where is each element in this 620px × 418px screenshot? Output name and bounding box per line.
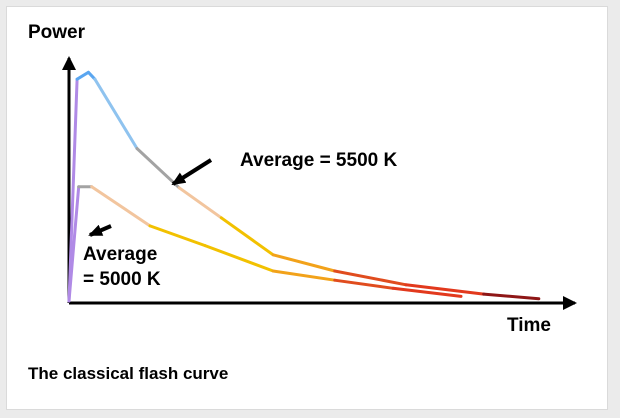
annotation-5000k-line1: Average <box>83 244 157 265</box>
series-1-segment <box>219 216 275 257</box>
series-2-segment <box>90 185 152 228</box>
series-2-segment <box>67 185 81 303</box>
series-1-segment <box>177 186 223 220</box>
series-2-line <box>67 185 463 303</box>
series-2-segment <box>391 286 463 298</box>
series-1-segment <box>86 70 97 81</box>
series-2-segment <box>333 278 395 290</box>
series-1-segment <box>67 77 79 303</box>
series-1-segment <box>333 269 408 287</box>
series-2-segment <box>271 269 337 282</box>
annotation-5500k-label: Average = 5500 K <box>240 150 397 171</box>
series-2-segment <box>148 224 207 248</box>
series-1-segment <box>93 77 139 150</box>
series-1-segment <box>404 283 486 296</box>
series-1-line <box>67 70 541 303</box>
annotation-5000k: Average = 5000 K <box>83 224 161 290</box>
annotation-5500k-arrow <box>171 158 213 186</box>
series-1-segment <box>482 292 541 301</box>
chart-panel <box>6 6 608 410</box>
series-layer <box>67 70 541 303</box>
annotation-5000k-line2: = 5000 K <box>83 269 161 290</box>
figure-caption: The classical flash curve <box>28 364 229 383</box>
x-axis-label: Time <box>507 315 551 336</box>
series-1-segment <box>75 70 90 81</box>
series-1-segment <box>271 253 337 273</box>
annotation-5500k: Average = 5500 K <box>171 150 397 186</box>
y-axis-label: Power <box>28 22 86 43</box>
series-2-segment <box>203 244 275 273</box>
annotation-5000k-arrow <box>88 224 112 237</box>
